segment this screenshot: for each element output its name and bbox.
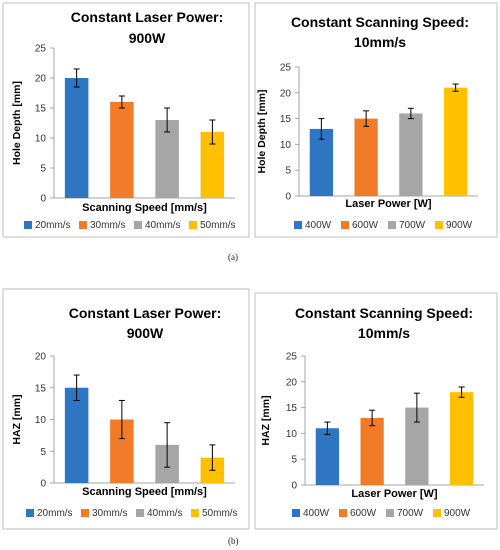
y-tick-label: 10 — [280, 140, 292, 151]
y-tick-label: 0 — [40, 194, 46, 205]
legend-label: 900W — [446, 220, 473, 231]
bar-20mm/s — [64, 387, 89, 483]
legend-label: 20mm/s — [37, 508, 73, 519]
legend-label: 400W — [305, 220, 332, 231]
bar-900W — [449, 392, 474, 485]
bar-400W — [315, 428, 340, 485]
bar-400W — [309, 128, 334, 196]
panel-label-a: (a) — [228, 252, 238, 262]
y-axis-label: HAZ [mm] — [11, 394, 23, 444]
legend-swatch — [136, 509, 144, 517]
chart-title-line: Constant Laser Power: — [69, 305, 221, 321]
chart-title-line: Constant Scanning Speed: — [291, 14, 469, 30]
bar-700W — [399, 113, 423, 196]
x-axis-label: Scanning Speed [mm/s] — [82, 202, 207, 214]
chart-title-line: 10mm/s — [354, 34, 406, 50]
y-tick-label: 15 — [35, 104, 47, 115]
legend-swatch — [26, 509, 34, 517]
legend-swatch — [79, 221, 87, 229]
legend-label: 600W — [352, 220, 379, 231]
chart-title-line: 10mm/s — [358, 325, 410, 341]
y-tick-label: 10 — [35, 134, 47, 145]
legend-label: 30mm/s — [90, 220, 126, 231]
chart-title-line: 900W — [129, 30, 166, 46]
y-axis-label: HAZ [mm] — [260, 395, 272, 445]
chart-frame — [2, 288, 250, 530]
y-tick-label: 25 — [280, 63, 292, 74]
legend-label: 50mm/s — [200, 220, 236, 231]
y-tick-label: 5 — [285, 166, 291, 177]
y-tick-label: 10 — [286, 429, 298, 440]
legend-swatch — [134, 221, 142, 229]
bar-900W — [443, 87, 468, 196]
legend-swatch — [81, 509, 89, 517]
legend-swatch — [339, 509, 347, 517]
bar-30mm/s — [110, 102, 134, 198]
y-tick-label: 20 — [286, 377, 298, 388]
chart-title-line: 900W — [127, 325, 164, 341]
y-tick-label: 0 — [291, 481, 297, 492]
y-tick-label: 15 — [280, 114, 292, 125]
legend-swatch — [433, 509, 441, 517]
legend-label: 20mm/s — [35, 220, 71, 231]
x-axis-label: Scanning Speed [mm/s] — [82, 486, 207, 498]
chart-title-line: Constant Scanning Speed: — [295, 305, 473, 321]
legend-label: 30mm/s — [92, 508, 128, 519]
legend-swatch — [24, 221, 32, 229]
legend-swatch — [189, 221, 197, 229]
y-tick-label: 15 — [286, 403, 298, 414]
bar-40mm/s — [155, 120, 179, 198]
legend-label: 400W — [303, 508, 330, 519]
bar-600W — [360, 417, 384, 485]
y-tick-label: 5 — [40, 447, 46, 458]
bar-50mm/s — [200, 132, 225, 198]
y-axis-label: Hole Depth [mm] — [11, 81, 23, 165]
legend-swatch — [435, 221, 443, 229]
legend-label: 900W — [444, 508, 471, 519]
y-tick-label: 5 — [291, 455, 297, 466]
y-axis-label: Hole Depth [mm] — [256, 90, 268, 174]
y-tick-label: 5 — [40, 164, 46, 175]
legend-label: 40mm/s — [147, 508, 183, 519]
y-tick-label: 15 — [35, 383, 47, 394]
panel-label-b: (b) — [228, 536, 239, 546]
y-tick-label: 10 — [35, 415, 47, 426]
y-tick-label: 20 — [35, 74, 47, 85]
y-tick-label: 25 — [286, 352, 298, 363]
legend-label: 50mm/s — [202, 508, 238, 519]
y-tick-label: 20 — [280, 88, 292, 99]
chart-title-line: Constant Laser Power: — [71, 9, 223, 25]
legend-label: 700W — [399, 220, 426, 231]
bar-20mm/s — [64, 78, 89, 198]
x-axis-label: Laser Power [W] — [345, 198, 432, 210]
bar-600W — [354, 118, 378, 196]
bar-30mm/s — [110, 419, 134, 483]
bar-700W — [405, 407, 429, 485]
y-tick-label: 25 — [35, 44, 47, 55]
y-tick-label: 0 — [40, 479, 46, 490]
legend-label: 40mm/s — [145, 220, 181, 231]
x-axis-label: Laser Power [W] — [351, 488, 438, 500]
y-tick-label: 0 — [285, 192, 291, 203]
legend-label: 600W — [350, 508, 377, 519]
legend-swatch — [191, 509, 199, 517]
legend-swatch — [388, 221, 396, 229]
legend-swatch — [341, 221, 349, 229]
y-tick-label: 20 — [35, 352, 47, 363]
legend-swatch — [292, 509, 300, 517]
legend-swatch — [294, 221, 302, 229]
legend-swatch — [386, 509, 394, 517]
legend-label: 700W — [397, 508, 424, 519]
